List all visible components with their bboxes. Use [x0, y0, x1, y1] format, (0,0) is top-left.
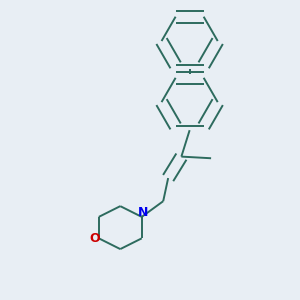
- Text: O: O: [90, 232, 100, 245]
- Text: N: N: [138, 206, 148, 219]
